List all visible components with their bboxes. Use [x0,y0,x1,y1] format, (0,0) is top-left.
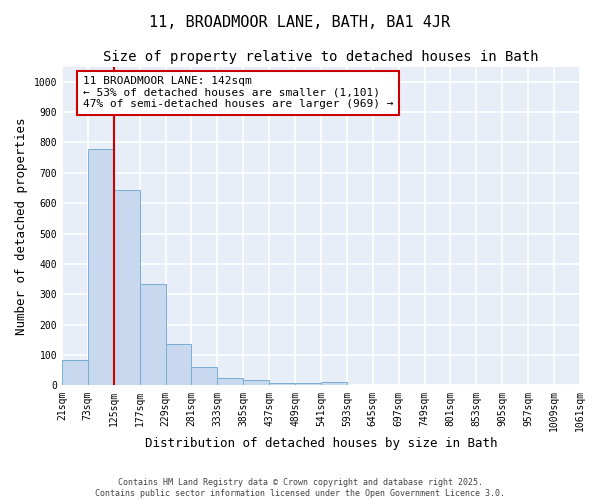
Bar [191,367,217,386]
X-axis label: Distribution of detached houses by size in Bath: Distribution of detached houses by size … [145,437,497,450]
Bar [140,284,166,386]
Text: Contains HM Land Registry data © Crown copyright and database right 2025.
Contai: Contains HM Land Registry data © Crown c… [95,478,505,498]
Bar [166,344,191,386]
Bar [243,380,269,386]
Bar [321,382,347,386]
Bar [114,190,140,386]
Bar [295,383,321,386]
Bar [62,360,88,386]
Bar [217,378,243,386]
Bar [269,382,295,386]
Title: Size of property relative to detached houses in Bath: Size of property relative to detached ho… [103,50,539,64]
Y-axis label: Number of detached properties: Number of detached properties [15,118,28,335]
Bar [88,148,114,386]
Text: 11, BROADMOOR LANE, BATH, BA1 4JR: 11, BROADMOOR LANE, BATH, BA1 4JR [149,15,451,30]
Text: 11 BROADMOOR LANE: 142sqm
← 53% of detached houses are smaller (1,101)
47% of se: 11 BROADMOOR LANE: 142sqm ← 53% of detac… [83,76,393,110]
